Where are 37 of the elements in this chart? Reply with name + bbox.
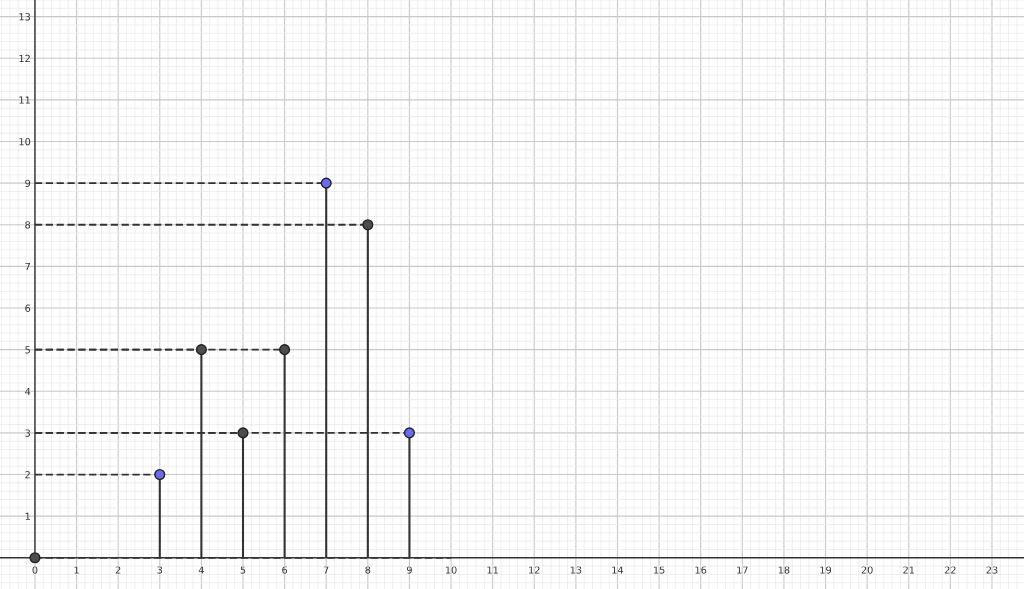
x-tick-label: 11 [487,566,498,574]
y-tick-label: 8 [25,221,31,229]
x-tick-label: 21 [903,566,915,574]
x-tick-label: 22 [944,566,956,574]
y-tick-label: 12 [19,54,30,62]
x-tick-label: 23 [986,566,998,574]
x-tick-label: 4 [198,566,204,574]
x-tick-label: 14 [612,566,624,574]
x-tick-label: 17 [737,566,748,574]
x-tick-label: 5 [240,566,246,574]
y-tick-label: 13 [19,13,31,21]
x-tick-label: 16 [695,566,707,574]
x-tick-label: 2 [115,566,121,574]
x-tick-label: 1 [74,566,79,574]
x-tick-label: 7 [323,566,329,574]
y-tick-label: 11 [19,96,30,104]
y-tick-label: 6 [25,304,31,312]
y-tick-label: 9 [25,179,31,187]
x-tick-label: 15 [653,566,665,574]
y-tick-label: 5 [25,346,30,354]
x-tick-label: 8 [365,566,371,574]
y-tick-label: 2 [25,471,30,479]
y-tick-label: 4 [25,387,31,395]
x-tick-label: 3 [157,566,163,574]
x-tick-label: 18 [778,566,790,574]
y-tick-label: 10 [19,138,31,146]
x-tick-label: 12 [529,566,540,574]
x-tick-label: 10 [445,566,457,574]
x-tick-label: 13 [570,566,582,574]
x-tick-label: 0 [32,566,38,574]
x-tick-label: 9 [406,566,412,574]
x-tick-label: 6 [282,566,288,574]
x-tick-label: 20 [861,566,873,574]
y-tick-label: 1 [25,512,30,520]
y-tick-label: 7 [25,263,30,271]
x-tick-label: 19 [820,566,832,574]
y-tick-label: 3 [25,429,31,437]
